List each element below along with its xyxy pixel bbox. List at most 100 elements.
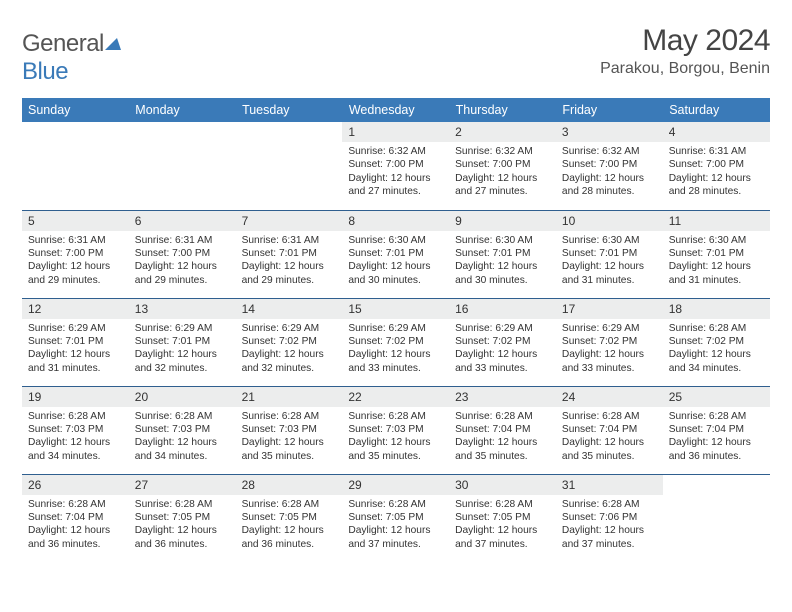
sunset-line: Sunset: 7:00 PM (135, 247, 230, 260)
day-details: Sunrise: 6:31 AMSunset: 7:00 PMDaylight:… (663, 142, 770, 203)
daylight-line: Daylight: 12 hours and 32 minutes. (242, 348, 337, 375)
sunset-line: Sunset: 7:05 PM (455, 511, 550, 524)
sunset-line: Sunset: 7:02 PM (562, 335, 657, 348)
calendar-week-row: 1Sunrise: 6:32 AMSunset: 7:00 PMDaylight… (22, 122, 770, 210)
day-details: Sunrise: 6:28 AMSunset: 7:03 PMDaylight:… (129, 407, 236, 468)
sunset-line: Sunset: 7:04 PM (455, 423, 550, 436)
calendar-header-row: SundayMondayTuesdayWednesdayThursdayFrid… (22, 98, 770, 122)
day-number: 3 (556, 122, 663, 142)
daylight-line: Daylight: 12 hours and 36 minutes. (669, 436, 764, 463)
calendar-day-cell: 7Sunrise: 6:31 AMSunset: 7:01 PMDaylight… (236, 210, 343, 298)
title-month-year: May 2024 (600, 24, 770, 58)
sunset-line: Sunset: 7:02 PM (348, 335, 443, 348)
day-details: Sunrise: 6:29 AMSunset: 7:02 PMDaylight:… (236, 319, 343, 380)
sunset-line: Sunset: 7:01 PM (669, 247, 764, 260)
sunrise-line: Sunrise: 6:28 AM (135, 410, 230, 423)
day-details: Sunrise: 6:31 AMSunset: 7:01 PMDaylight:… (236, 231, 343, 292)
day-number: 9 (449, 211, 556, 231)
daylight-line: Daylight: 12 hours and 29 minutes. (242, 260, 337, 287)
day-details: Sunrise: 6:28 AMSunset: 7:05 PMDaylight:… (236, 495, 343, 556)
day-details: Sunrise: 6:28 AMSunset: 7:06 PMDaylight:… (556, 495, 663, 556)
sunrise-line: Sunrise: 6:28 AM (455, 498, 550, 511)
sunrise-line: Sunrise: 6:28 AM (135, 498, 230, 511)
sunset-line: Sunset: 7:01 PM (242, 247, 337, 260)
day-details: Sunrise: 6:30 AMSunset: 7:01 PMDaylight:… (556, 231, 663, 292)
day-number: 8 (342, 211, 449, 231)
day-details: Sunrise: 6:28 AMSunset: 7:03 PMDaylight:… (342, 407, 449, 468)
daylight-line: Daylight: 12 hours and 35 minutes. (348, 436, 443, 463)
day-number: 27 (129, 475, 236, 495)
day-details: Sunrise: 6:29 AMSunset: 7:01 PMDaylight:… (22, 319, 129, 380)
sunrise-line: Sunrise: 6:30 AM (455, 234, 550, 247)
day-details: Sunrise: 6:28 AMSunset: 7:04 PMDaylight:… (556, 407, 663, 468)
weekday-header: Saturday (663, 98, 770, 122)
sunrise-line: Sunrise: 6:29 AM (242, 322, 337, 335)
daylight-line: Daylight: 12 hours and 28 minutes. (669, 172, 764, 199)
sunrise-line: Sunrise: 6:28 AM (242, 498, 337, 511)
sunrise-line: Sunrise: 6:32 AM (562, 145, 657, 158)
calendar-day-cell: 19Sunrise: 6:28 AMSunset: 7:03 PMDayligh… (22, 386, 129, 474)
calendar-day-cell: 15Sunrise: 6:29 AMSunset: 7:02 PMDayligh… (342, 298, 449, 386)
title-location: Parakou, Borgou, Benin (600, 60, 770, 78)
day-number: 16 (449, 299, 556, 319)
sunrise-line: Sunrise: 6:29 AM (455, 322, 550, 335)
sunset-line: Sunset: 7:01 PM (562, 247, 657, 260)
day-details: Sunrise: 6:28 AMSunset: 7:02 PMDaylight:… (663, 319, 770, 380)
daylight-line: Daylight: 12 hours and 31 minutes. (669, 260, 764, 287)
day-number: 31 (556, 475, 663, 495)
calendar-day-cell: 23Sunrise: 6:28 AMSunset: 7:04 PMDayligh… (449, 386, 556, 474)
calendar-day-cell: 25Sunrise: 6:28 AMSunset: 7:04 PMDayligh… (663, 386, 770, 474)
sunset-line: Sunset: 7:06 PM (562, 511, 657, 524)
sunset-line: Sunset: 7:02 PM (242, 335, 337, 348)
calendar-day-cell: 1Sunrise: 6:32 AMSunset: 7:00 PMDaylight… (342, 122, 449, 210)
triangle-icon (105, 36, 123, 52)
sunrise-line: Sunrise: 6:28 AM (562, 498, 657, 511)
calendar-day-cell: 20Sunrise: 6:28 AMSunset: 7:03 PMDayligh… (129, 386, 236, 474)
daylight-line: Daylight: 12 hours and 37 minutes. (455, 524, 550, 551)
day-number: 22 (342, 387, 449, 407)
calendar-day-cell: 6Sunrise: 6:31 AMSunset: 7:00 PMDaylight… (129, 210, 236, 298)
day-number: 21 (236, 387, 343, 407)
day-details: Sunrise: 6:30 AMSunset: 7:01 PMDaylight:… (663, 231, 770, 292)
day-number: 24 (556, 387, 663, 407)
day-details: Sunrise: 6:28 AMSunset: 7:05 PMDaylight:… (342, 495, 449, 556)
day-details: Sunrise: 6:28 AMSunset: 7:03 PMDaylight:… (236, 407, 343, 468)
sunrise-line: Sunrise: 6:29 AM (348, 322, 443, 335)
day-details: Sunrise: 6:28 AMSunset: 7:04 PMDaylight:… (22, 495, 129, 556)
day-details: Sunrise: 6:30 AMSunset: 7:01 PMDaylight:… (342, 231, 449, 292)
weekday-header: Sunday (22, 98, 129, 122)
calendar-day-cell (663, 474, 770, 562)
sunrise-line: Sunrise: 6:28 AM (348, 498, 443, 511)
day-number: 15 (342, 299, 449, 319)
sunset-line: Sunset: 7:04 PM (28, 511, 123, 524)
sunrise-line: Sunrise: 6:28 AM (28, 498, 123, 511)
day-number: 6 (129, 211, 236, 231)
daylight-line: Daylight: 12 hours and 28 minutes. (562, 172, 657, 199)
sunset-line: Sunset: 7:00 PM (28, 247, 123, 260)
sunrise-line: Sunrise: 6:28 AM (562, 410, 657, 423)
sunset-line: Sunset: 7:03 PM (135, 423, 230, 436)
brand-part1: General (22, 30, 104, 57)
sunrise-line: Sunrise: 6:28 AM (669, 410, 764, 423)
sunset-line: Sunset: 7:02 PM (669, 335, 764, 348)
day-number: 12 (22, 299, 129, 319)
daylight-line: Daylight: 12 hours and 36 minutes. (135, 524, 230, 551)
calendar-day-cell: 4Sunrise: 6:31 AMSunset: 7:00 PMDaylight… (663, 122, 770, 210)
day-number: 5 (22, 211, 129, 231)
calendar-day-cell: 3Sunrise: 6:32 AMSunset: 7:00 PMDaylight… (556, 122, 663, 210)
calendar-day-cell: 2Sunrise: 6:32 AMSunset: 7:00 PMDaylight… (449, 122, 556, 210)
calendar-week-row: 5Sunrise: 6:31 AMSunset: 7:00 PMDaylight… (22, 210, 770, 298)
day-details: Sunrise: 6:29 AMSunset: 7:01 PMDaylight:… (129, 319, 236, 380)
daylight-line: Daylight: 12 hours and 31 minutes. (28, 348, 123, 375)
daylight-line: Daylight: 12 hours and 30 minutes. (455, 260, 550, 287)
brand-logo: GeneralBlue (22, 30, 124, 86)
sunset-line: Sunset: 7:03 PM (242, 423, 337, 436)
sunrise-line: Sunrise: 6:31 AM (135, 234, 230, 247)
day-details: Sunrise: 6:28 AMSunset: 7:03 PMDaylight:… (22, 407, 129, 468)
sunrise-line: Sunrise: 6:28 AM (28, 410, 123, 423)
day-details: Sunrise: 6:32 AMSunset: 7:00 PMDaylight:… (556, 142, 663, 203)
calendar-day-cell: 31Sunrise: 6:28 AMSunset: 7:06 PMDayligh… (556, 474, 663, 562)
weekday-header: Tuesday (236, 98, 343, 122)
daylight-line: Daylight: 12 hours and 34 minutes. (669, 348, 764, 375)
calendar-day-cell: 29Sunrise: 6:28 AMSunset: 7:05 PMDayligh… (342, 474, 449, 562)
